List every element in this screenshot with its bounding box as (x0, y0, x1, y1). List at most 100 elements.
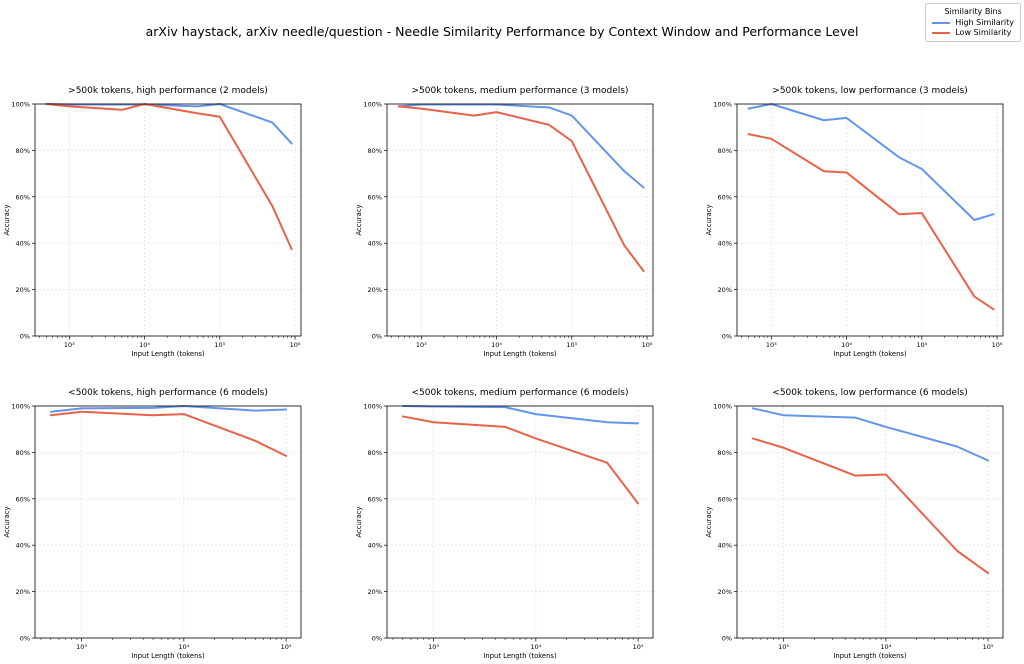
x-tick-label: 10⁶ (290, 341, 301, 349)
y-tick-label: 0% (722, 333, 732, 341)
chart-panel-2: 0% 20% 40% 60% 80% 100% 10³ 10⁴ 10⁵ 10⁶ >500k toke… (355, 86, 654, 358)
chart-title: >500k tokens, high performance (2 models… (68, 86, 268, 96)
y-axis-label: Accuracy (705, 204, 713, 235)
y-tick-label: 40% (718, 542, 732, 550)
plot-frame (386, 103, 654, 337)
x-tick-label: 10⁴ (530, 643, 541, 651)
legend: Similarity Bins High Similarity Low Simi… (925, 3, 1021, 42)
legend-item-low-similarity: Low Similarity (932, 28, 1014, 38)
x-axis-label: Input Length (tokens) (833, 350, 907, 358)
y-tick-label: 0% (722, 635, 732, 643)
legend-label-high: High Similarity (955, 18, 1014, 27)
figure-title: arXiv haystack, arXiv needle/question - … (145, 24, 859, 39)
series-line-high-similarity (751, 407, 990, 462)
x-tick-label: 10³ (76, 643, 87, 651)
x-axis-label: Input Length (tokens) (483, 652, 557, 660)
y-tick-label: 0% (372, 333, 382, 341)
x-tick-label: 10⁵ (916, 341, 927, 349)
legend-label-low: Low Similarity (955, 28, 1012, 37)
series-line-low-similarity (401, 415, 640, 505)
y-tick-label: 0% (20, 333, 30, 341)
chart-panel-5: 0% 20% 40% 60% 80% 100% 10³ 10⁴ 10⁵ <500k tokens,… (355, 388, 654, 660)
legend-item-high-similarity: High Similarity (932, 18, 1014, 28)
x-tick-label: 10³ (64, 341, 75, 349)
x-axis-label: Input Length (tokens) (833, 652, 907, 660)
x-tick-label: 10³ (778, 643, 789, 651)
plot-frame (386, 405, 654, 639)
chart-title: >500k tokens, low performance (3 models) (772, 86, 967, 96)
y-tick-label: 20% (368, 588, 382, 596)
x-tick-label: 10⁵ (281, 643, 292, 651)
chart-title: <500k tokens, medium performance (6 mode… (411, 388, 628, 398)
y-tick-label: 60% (718, 495, 732, 503)
plot-frame (34, 405, 302, 639)
legend-swatch-high (932, 22, 951, 24)
series-line-high-similarity (49, 405, 288, 413)
series-line-low-similarity (45, 103, 293, 250)
x-tick-label: 10⁵ (633, 643, 644, 651)
y-tick-label: 100% (363, 101, 382, 109)
y-tick-label: 20% (16, 588, 30, 596)
x-tick-label: 10⁴ (139, 341, 150, 349)
x-tick-label: 10⁴ (491, 341, 502, 349)
x-axis-label: Input Length (tokens) (131, 350, 205, 358)
x-tick-label: 10³ (428, 643, 439, 651)
series-line-high-similarity (45, 103, 293, 145)
x-tick-label: 10³ (416, 341, 427, 349)
y-tick-label: 40% (16, 542, 30, 550)
y-tick-label: 80% (718, 147, 732, 155)
y-tick-label: 60% (718, 193, 732, 201)
series-line-low-similarity (397, 105, 645, 273)
series-line-low-similarity (49, 410, 288, 457)
y-tick-label: 100% (713, 101, 732, 109)
x-tick-label: 10⁶ (992, 341, 1003, 349)
chart-panel-1: 0% 20% 40% 60% 80% 100% 10³ 10⁴ 10⁵ 10⁶ >500k toke… (3, 86, 302, 358)
y-axis-label: Accuracy (705, 506, 713, 537)
y-axis-label: Accuracy (355, 204, 363, 235)
y-tick-label: 20% (718, 588, 732, 596)
series-line-high-similarity (747, 103, 995, 221)
y-tick-label: 40% (718, 240, 732, 248)
x-tick-label: 10⁴ (880, 643, 891, 651)
y-axis-label: Accuracy (3, 506, 11, 537)
chart-title: <500k tokens, low performance (6 models) (772, 388, 967, 398)
chart-title: <500k tokens, high performance (6 models… (68, 388, 268, 398)
y-axis-label: Accuracy (355, 506, 363, 537)
series-line-high-similarity (401, 405, 640, 425)
y-tick-label: 100% (11, 403, 30, 411)
y-tick-label: 40% (368, 542, 382, 550)
y-tick-label: 40% (368, 240, 382, 248)
x-tick-label: 10⁵ (214, 341, 225, 349)
y-tick-label: 60% (368, 495, 382, 503)
legend-swatch-low (932, 32, 951, 34)
series-line-low-similarity (747, 133, 995, 311)
x-axis-label: Input Length (tokens) (483, 350, 557, 358)
y-tick-label: 0% (372, 635, 382, 643)
y-tick-label: 80% (718, 449, 732, 457)
y-tick-label: 80% (368, 147, 382, 155)
chart-panel-4: 0% 20% 40% 60% 80% 100% 10³ 10⁴ 10⁵ <500k tokens,… (3, 388, 302, 660)
series-line-high-similarity (397, 103, 645, 189)
y-tick-label: 60% (368, 193, 382, 201)
y-tick-label: 60% (16, 193, 30, 201)
x-tick-label: 10⁶ (642, 341, 653, 349)
y-tick-label: 100% (363, 403, 382, 411)
y-tick-label: 20% (368, 286, 382, 294)
plot-frame (736, 103, 1004, 337)
y-tick-label: 100% (713, 403, 732, 411)
y-tick-label: 60% (16, 495, 30, 503)
y-tick-label: 80% (16, 449, 30, 457)
x-tick-label: 10³ (766, 341, 777, 349)
series-line-low-similarity (751, 437, 990, 575)
x-axis-label: Input Length (tokens) (131, 652, 205, 660)
y-tick-label: 20% (718, 286, 732, 294)
y-tick-label: 0% (20, 635, 30, 643)
legend-title: Similarity Bins (944, 7, 1002, 16)
y-tick-label: 100% (11, 101, 30, 109)
x-tick-label: 10⁴ (841, 341, 852, 349)
y-tick-label: 40% (16, 240, 30, 248)
y-tick-label: 80% (368, 449, 382, 457)
chart-panel-6: 0% 20% 40% 60% 80% 100% 10³ 10⁴ 10⁵ <500k tokens,… (705, 388, 1004, 660)
plot-frame (34, 103, 302, 337)
chart-panel-3: 0% 20% 40% 60% 80% 100% 10³ 10⁴ 10⁵ 10⁶ >500k toke… (705, 86, 1004, 358)
